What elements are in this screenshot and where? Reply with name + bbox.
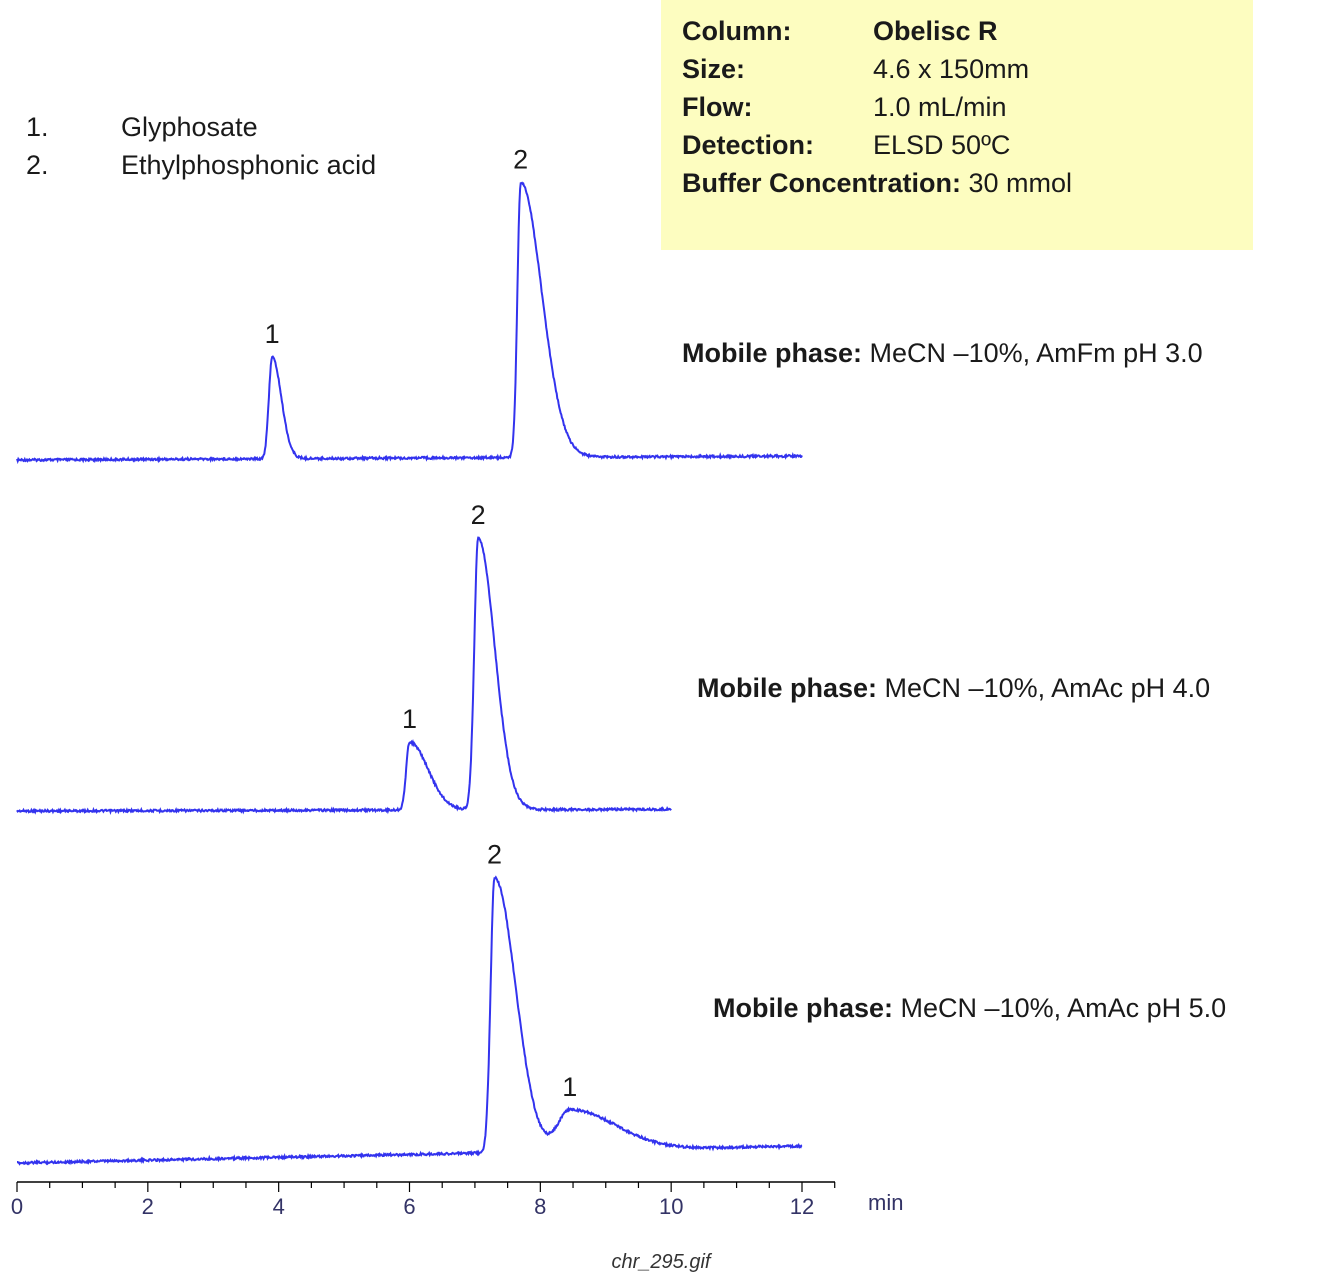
peak-label-trace3-peak2: 2 (487, 840, 502, 870)
mobile-phase-key-3: Mobile phase: (713, 993, 894, 1023)
traces-group (16, 181, 803, 1166)
legend-num-1: 1. (26, 112, 49, 142)
detection-label: Detection: (682, 130, 815, 160)
column-label: Column: (682, 16, 792, 46)
conditions-box: Column: Obelisc R Size: 4.6 x 150mm Flow… (661, 0, 1253, 250)
x-axis-unit-label: min (868, 1190, 904, 1215)
x-axis: 0 2 4 6 8 10 12 (11, 1181, 836, 1219)
mobile-phase-key-2: Mobile phase: (697, 673, 878, 703)
x-tick-label-10: 10 (659, 1194, 683, 1219)
buffer-row: Buffer Concentration: 30 mmol (682, 168, 1072, 199)
mobile-phase-label-2: Mobile phase: MeCN –10%, AmAc pH 4.0 (697, 673, 1210, 704)
peak-label-trace2-peak1: 1 (402, 704, 417, 734)
peak-label-trace2-peak2: 2 (471, 500, 486, 530)
legend-name-1: Glyphosate (121, 112, 258, 142)
peak-label-trace1-peak2: 2 (513, 144, 528, 174)
figure-caption: chr_295.gif (611, 1251, 711, 1273)
trace-line-3 (16, 875, 803, 1166)
x-tick-label-6: 6 (403, 1194, 415, 1219)
detection-value: ELSD 50ºC (873, 130, 1011, 160)
mobile-phase-value-2: MeCN –10%, AmAc pH 4.0 (884, 673, 1211, 703)
legend-num-2: 2. (26, 150, 49, 180)
mobile-phase-value-1: MeCN –10%, AmFm pH 3.0 (869, 338, 1203, 368)
peak-label-trace3-peak1: 1 (562, 1072, 577, 1102)
mobile-phase-label-1: Mobile phase: MeCN –10%, AmFm pH 3.0 (682, 338, 1203, 369)
legend-name-2: Ethylphosphonic acid (121, 150, 377, 180)
size-value: 4.6 x 150mm (873, 54, 1030, 84)
flow-label: Flow: (682, 92, 753, 122)
mobile-phase-label-3: Mobile phase: MeCN –10%, AmAc pH 5.0 (713, 993, 1226, 1024)
column-value: Obelisc R (873, 16, 998, 46)
buffer-label: Buffer Concentration: (682, 168, 961, 198)
flow-value: 1.0 mL/min (873, 92, 1007, 122)
x-tick-label-8: 8 (534, 1194, 546, 1219)
peak-labels-group: 1 2 1 2 2 1 (265, 144, 578, 1101)
buffer-value: 30 mmol (968, 168, 1073, 198)
mobile-phase-key-1: Mobile phase: (682, 338, 863, 368)
x-tick-label-2: 2 (142, 1194, 154, 1219)
trace-line-1 (16, 181, 803, 465)
size-label: Size: (682, 54, 746, 84)
peak-label-trace1-peak1: 1 (265, 319, 280, 349)
x-tick-label-0: 0 (11, 1194, 23, 1219)
x-tick-label-12: 12 (790, 1194, 814, 1219)
x-tick-label-4: 4 (273, 1194, 285, 1219)
trace-line-2 (16, 536, 672, 815)
mobile-phase-value-3: MeCN –10%, AmAc pH 5.0 (900, 993, 1227, 1023)
